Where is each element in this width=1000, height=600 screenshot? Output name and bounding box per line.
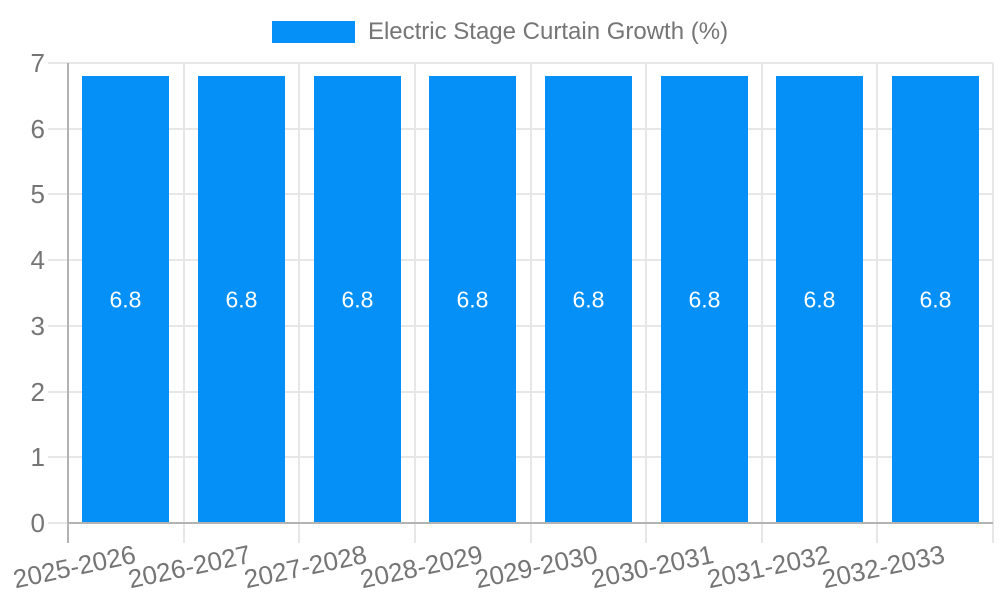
bar-value-label: 6.8 (803, 286, 836, 312)
y-tick-label: 4 (30, 245, 45, 275)
y-gridline (68, 325, 993, 327)
y-tick (48, 62, 68, 64)
category-boundary-line (645, 63, 647, 543)
bar: 6.8 (314, 76, 401, 523)
bar-value-label: 6.8 (919, 286, 952, 312)
y-tick (48, 391, 68, 393)
category-boundary-line (298, 63, 300, 543)
y-tick-label: 2 (30, 377, 45, 407)
category-boundary-line (876, 63, 878, 543)
legend-label: Electric Stage Curtain Growth (%) (367, 18, 729, 45)
y-gridline (68, 456, 993, 458)
bar: 6.8 (429, 76, 516, 523)
bar-value-label: 6.8 (341, 286, 374, 312)
y-tick (48, 193, 68, 195)
y-tick (48, 522, 68, 524)
y-tick-label: 7 (30, 48, 45, 78)
bar-value-label: 6.8 (109, 286, 142, 312)
bar-value-label: 6.8 (688, 286, 721, 312)
y-tick-label: 5 (30, 179, 45, 209)
y-gridline (68, 193, 993, 195)
legend-swatch (271, 21, 355, 43)
category-boundary-line (530, 63, 532, 543)
y-gridline (68, 128, 993, 130)
bar-value-label: 6.8 (572, 286, 605, 312)
bar: 6.8 (82, 76, 169, 523)
chart-legend: Electric Stage Curtain Growth (%) (0, 17, 1000, 47)
category-boundary-line (992, 63, 994, 543)
y-tick-label: 1 (30, 442, 45, 472)
y-gridline (68, 259, 993, 261)
y-tick (48, 128, 68, 130)
y-axis-line (67, 63, 69, 543)
bar: 6.8 (661, 76, 748, 523)
y-tick (48, 325, 68, 327)
category-boundary-line (183, 63, 185, 543)
bar: 6.8 (776, 76, 863, 523)
bar: 6.8 (198, 76, 285, 523)
x-axis-line (68, 522, 993, 524)
y-tick-label: 0 (30, 508, 45, 538)
bar-value-label: 6.8 (225, 286, 258, 312)
category-boundary-line (761, 63, 763, 543)
bar: 6.8 (545, 76, 632, 523)
y-gridline (68, 62, 993, 64)
y-tick (48, 456, 68, 458)
bar: 6.8 (892, 76, 979, 523)
y-tick (48, 259, 68, 261)
y-gridline (68, 391, 993, 393)
y-tick-label: 6 (30, 114, 45, 144)
bar-value-label: 6.8 (456, 286, 489, 312)
y-tick-label: 3 (30, 311, 45, 341)
category-boundary-line (414, 63, 416, 543)
